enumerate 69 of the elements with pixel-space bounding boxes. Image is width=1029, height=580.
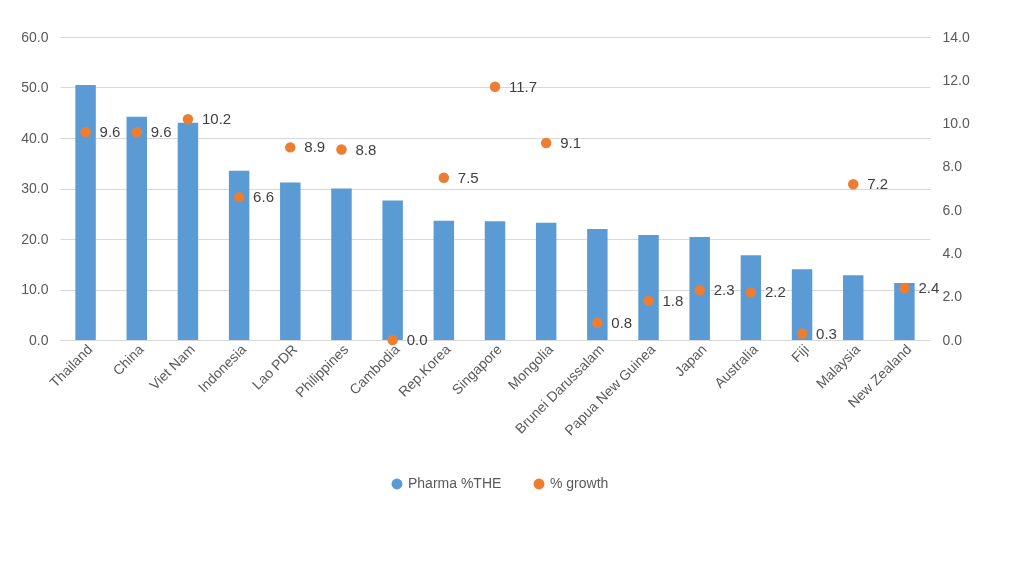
- data-label: 11.7: [509, 77, 538, 95]
- data-label: 0.0: [406, 331, 428, 348]
- point: [899, 282, 910, 294]
- data-label: 10.2: [201, 110, 232, 128]
- legend-label: Pharma %THE: [408, 475, 502, 491]
- data-label: 0.8: [611, 313, 633, 331]
- point: [847, 178, 859, 190]
- point: [745, 287, 757, 298]
- bar: [126, 116, 147, 340]
- y-tick-label: 40.0: [21, 129, 49, 146]
- bar: [228, 170, 250, 340]
- data-label: 7.5: [457, 168, 479, 186]
- data-label: 0.3: [816, 324, 837, 342]
- point: [80, 126, 91, 138]
- y2-tick-label: 8.0: [942, 158, 963, 175]
- point: [285, 142, 296, 153]
- bar: [484, 221, 506, 340]
- y2-tick-label: 10.0: [942, 115, 970, 132]
- y2-tick-label: 12.0: [942, 71, 970, 88]
- point: [438, 172, 450, 183]
- data-label: 9.1: [560, 134, 582, 152]
- point: [643, 295, 654, 307]
- point: [182, 114, 194, 125]
- point: [694, 284, 705, 296]
- y-tick-label: 10.0: [21, 281, 49, 297]
- point: [592, 317, 603, 328]
- bar: [894, 282, 915, 340]
- bar: [280, 182, 301, 340]
- data-label: 7.2: [867, 175, 889, 193]
- bar: [177, 122, 199, 340]
- point: [387, 334, 398, 346]
- y2-tick-label: 0.0: [942, 331, 963, 348]
- bar: [433, 220, 455, 340]
- bar: [791, 269, 813, 340]
- point: [131, 126, 143, 138]
- point: [796, 328, 808, 339]
- point: [489, 81, 501, 93]
- y2-tick-label: 6.0: [942, 201, 963, 218]
- y-tick-label: 20.0: [21, 230, 49, 247]
- y-tick-label: 30.0: [21, 180, 49, 196]
- x-tick-label: Fiji: [787, 341, 812, 366]
- bar: [331, 188, 352, 340]
- data-label: 1.8: [662, 292, 684, 310]
- y2-tick-label: 4.0: [942, 244, 963, 261]
- data-label: 8.8: [355, 140, 377, 158]
- data-label: 9.6: [150, 123, 172, 141]
- bar: [843, 275, 864, 340]
- y2-tick-label: 14.0: [942, 28, 970, 45]
- legend-label: % growth: [550, 475, 609, 491]
- y-tick-label: 0.0: [29, 331, 49, 348]
- data-label: 9.6: [99, 123, 121, 141]
- y-tick-label: 50.0: [21, 79, 49, 95]
- y-tick-label: 60.0: [21, 28, 49, 45]
- data-label: 2.4: [918, 279, 940, 297]
- data-label: 2.3: [713, 281, 735, 299]
- bar: [740, 255, 762, 340]
- bar: [535, 222, 557, 340]
- point: [540, 137, 552, 149]
- data-label: 2.2: [764, 283, 786, 301]
- y2-tick-label: 2.0: [942, 288, 963, 305]
- bar: [587, 228, 608, 340]
- bar: [638, 234, 659, 340]
- point: [336, 144, 347, 155]
- data-label: 6.6: [253, 188, 274, 206]
- data-label: 8.9: [304, 138, 326, 156]
- point: [233, 191, 245, 203]
- bar: [75, 84, 96, 340]
- bar: [382, 200, 403, 340]
- bar: [689, 236, 710, 340]
